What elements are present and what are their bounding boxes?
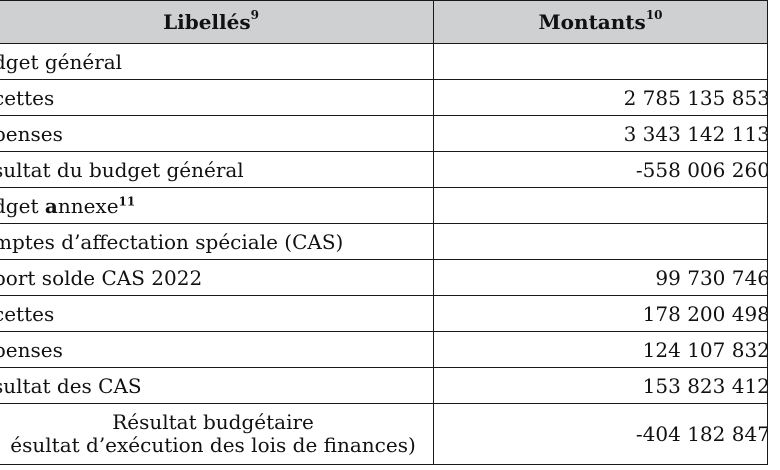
- header-libelles: Libellés9: [0, 0, 435, 44]
- row-label: mptes d’affectation spéciale (CAS): [0, 223, 435, 260]
- row-label-part: nnexe: [57, 193, 119, 218]
- row-label: cettes: [0, 295, 435, 332]
- table-row: dget annexe11: [0, 187, 768, 224]
- row-label-line: ésultat d’exécution des lois de finances…: [10, 433, 416, 457]
- row-value-text: -558 006 260 1: [635, 157, 768, 182]
- row-value: -558 006 260 1: [433, 151, 768, 188]
- header-libelles-label: Libellés: [163, 10, 251, 34]
- table-row: sultat du budget général -558 006 260 1: [0, 151, 768, 188]
- row-label: penses: [0, 331, 435, 368]
- row-value: -404 182 847 9: [433, 403, 768, 465]
- row-value: 178 200 498 6: [433, 295, 768, 332]
- row-value-text: 153 823 412 2: [642, 373, 768, 398]
- table-row: sultat des CAS 153 823 412 2: [0, 367, 768, 404]
- table-row: port solde CAS 2022 99 730 746 0: [0, 259, 768, 296]
- row-value: 124 107 832 5: [433, 331, 768, 368]
- row-value: [433, 187, 768, 224]
- table-row: cettes 2 785 135 853 1: [0, 79, 768, 116]
- row-label-footnote: 11: [118, 193, 136, 208]
- budget-results-table: Libellés9 Montants10 dget général cettes…: [0, 0, 768, 465]
- row-label: port solde CAS 2022: [0, 259, 435, 296]
- row-value: [433, 43, 768, 80]
- row-value-text: 124 107 832 5: [642, 337, 768, 362]
- table-row: penses 124 107 832 5: [0, 331, 768, 368]
- row-value-text: 99 730 746 0: [655, 265, 768, 290]
- row-label-bold-part: a: [44, 193, 58, 218]
- row-value: 2 785 135 853 1: [433, 79, 768, 116]
- row-label-part: dget: [0, 193, 39, 218]
- row-value: 3 343 142 113 2: [433, 115, 768, 152]
- header-montants: Montants10: [433, 0, 768, 44]
- row-label: cettes: [0, 79, 435, 116]
- table-row: dget général: [0, 43, 768, 80]
- row-label: Résultat budgétaire ésultat d’exécution …: [0, 403, 435, 465]
- table-row-final-result: Résultat budgétaire ésultat d’exécution …: [0, 403, 768, 465]
- row-value-text: 178 200 498 6: [642, 301, 768, 326]
- row-label: sultat des CAS: [0, 367, 435, 404]
- table-row: mptes d’affectation spéciale (CAS): [0, 223, 768, 260]
- header-montants-label: Montants: [538, 10, 646, 34]
- row-value: 153 823 412 2: [433, 367, 768, 404]
- row-label: dget annexe11: [0, 187, 435, 224]
- row-value: 99 730 746 0: [433, 259, 768, 296]
- table-header-row: Libellés9 Montants10: [0, 0, 768, 44]
- row-label: penses: [0, 115, 435, 152]
- row-value: [433, 223, 768, 260]
- row-value-text: -404 182 847 9: [635, 422, 768, 446]
- table-row: cettes 178 200 498 6: [0, 295, 768, 332]
- row-label-line: Résultat budgétaire: [112, 410, 314, 434]
- header-libelles-footnote: 9: [250, 8, 259, 23]
- row-label: sultat du budget général: [0, 151, 435, 188]
- row-value-text: 2 785 135 853 1: [623, 85, 768, 110]
- row-value-text: 3 343 142 113 2: [623, 121, 768, 146]
- row-label: dget général: [0, 43, 435, 80]
- table-row: penses 3 343 142 113 2: [0, 115, 768, 152]
- header-montants-footnote: 10: [645, 8, 663, 23]
